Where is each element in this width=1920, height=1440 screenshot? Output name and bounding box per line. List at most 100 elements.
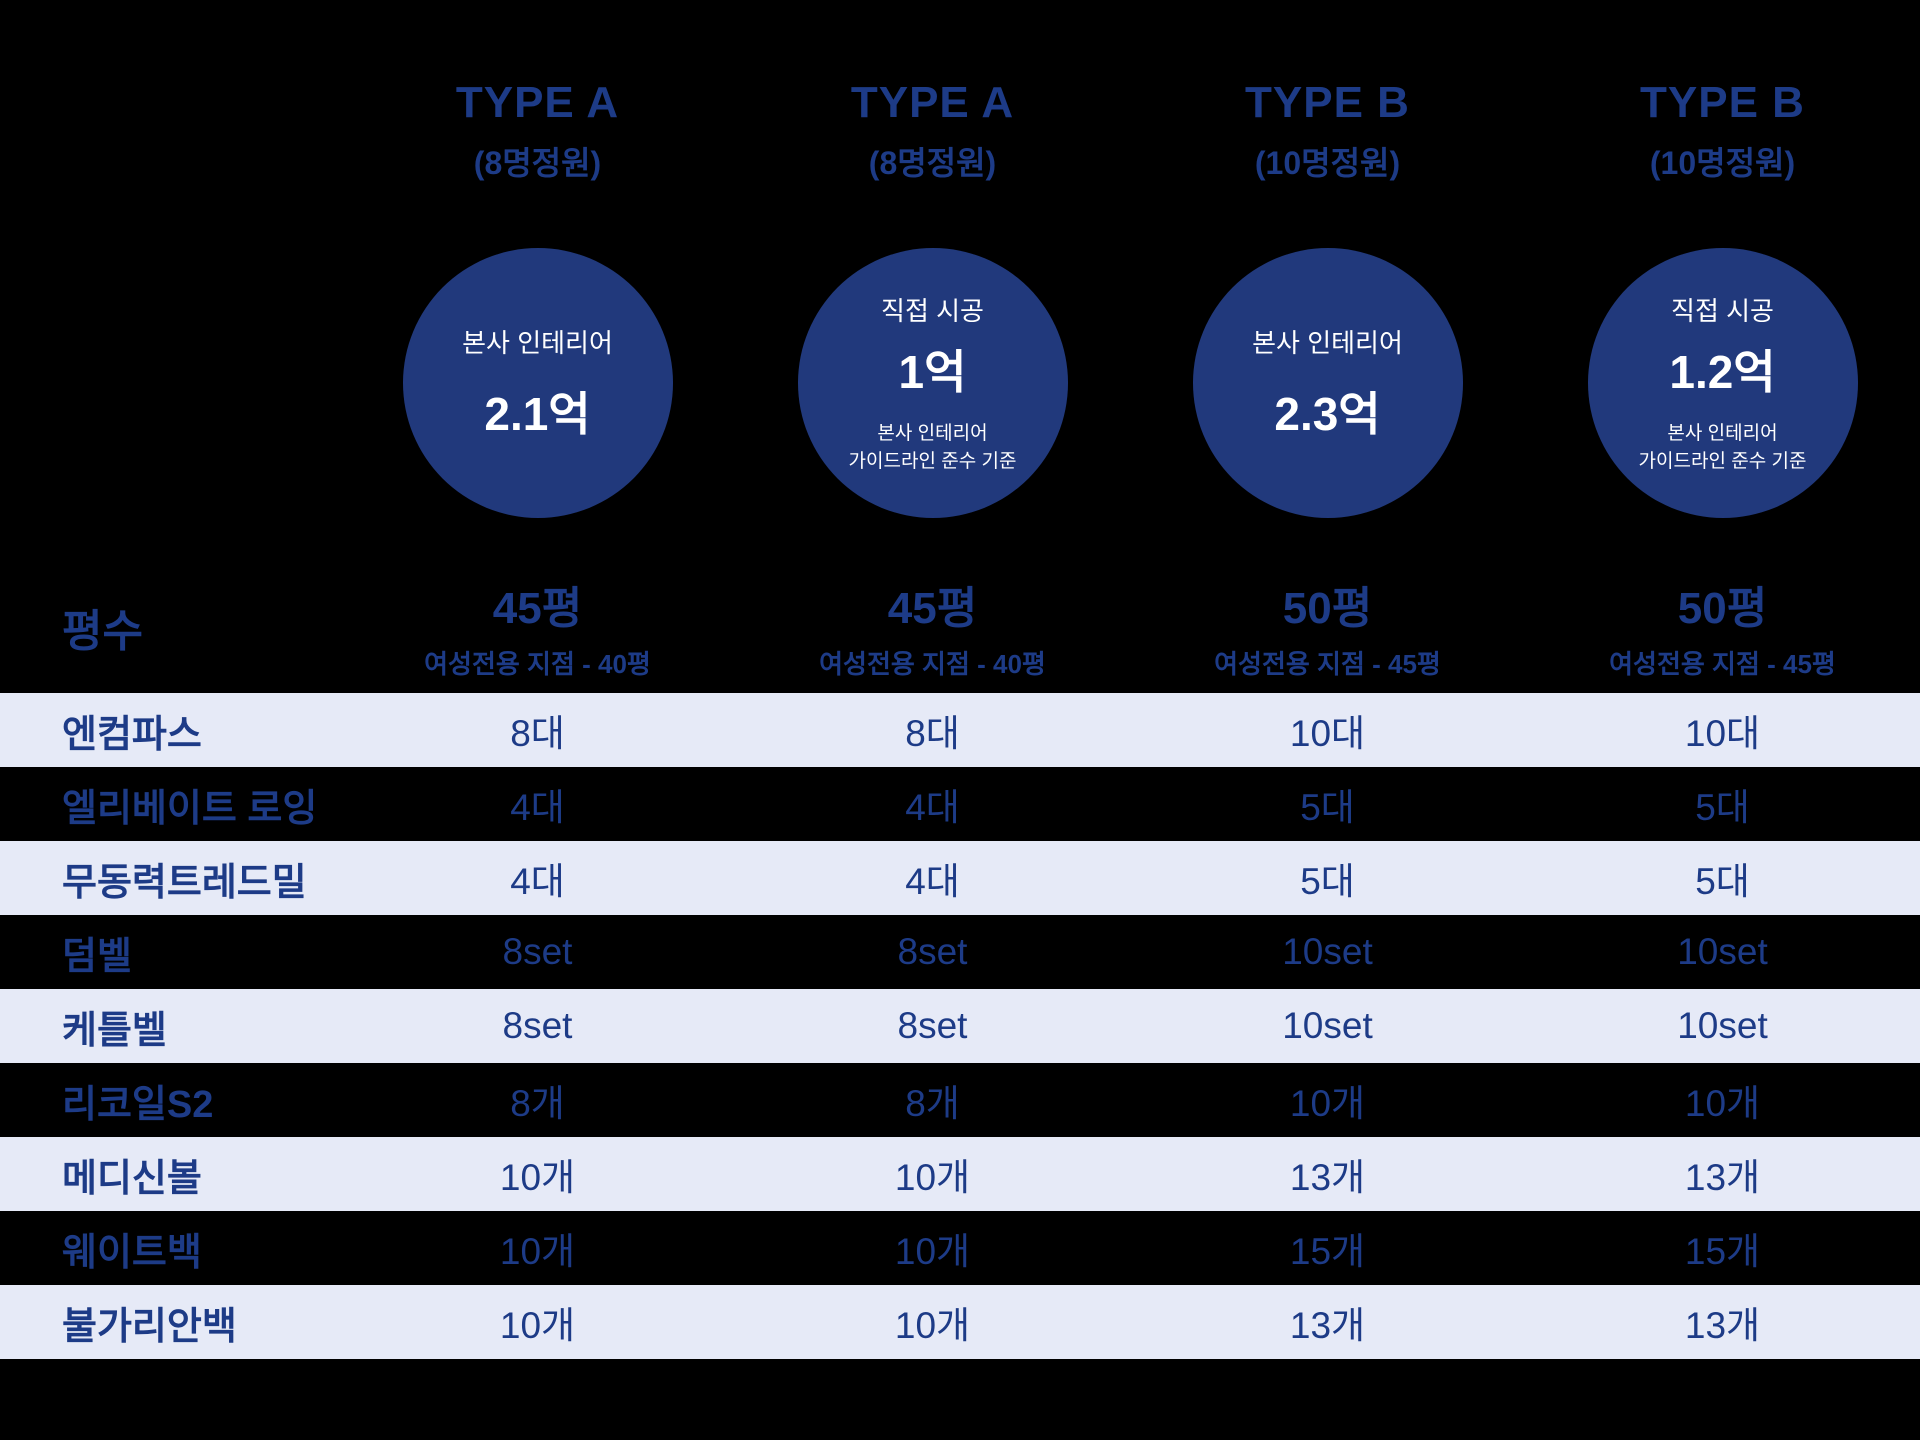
type-label: TYPE B <box>1245 78 1410 127</box>
area-female-note: 여성전용 지점 - 45평 <box>1609 649 1836 679</box>
area-value: 50평 <box>1282 584 1373 633</box>
type-label: TYPE A <box>850 78 1015 127</box>
equipment-value: 13개 <box>1289 1305 1366 1346</box>
equipment-value: 8대 <box>510 713 565 754</box>
equipment-label: 메디신볼 <box>62 1157 202 1200</box>
equipment-label: 엘리베이트 로잉 <box>62 787 318 830</box>
equipment-value: 8개 <box>905 1083 960 1124</box>
type-header: TYPE B (10명정원) <box>1525 78 1920 184</box>
area-value: 45평 <box>492 584 583 633</box>
equipment-value: 15개 <box>1289 1231 1366 1272</box>
type-header-row: TYPE A (8명정원) TYPE A (8명정원) TYPE B (10명정… <box>0 78 1920 184</box>
price-circle-value: 1.2억 <box>1669 345 1776 398</box>
area-row-label: 평수 <box>62 606 143 656</box>
equipment-rows: 엔컴파스 8대 8대 10대 10대 엘리베이트 로잉 4대 4대 5대 5대 무동력트레드… <box>0 693 1920 1359</box>
equipment-value: 13개 <box>1289 1157 1366 1198</box>
equipment-value: 10대 <box>1684 713 1761 754</box>
equipment-value: 8set <box>502 931 573 972</box>
price-circle: 직접 시공 1억 본사 인테리어 가이드라인 준수 기준 <box>797 248 1068 518</box>
table-row: 리코일S2 8개 8개 10개 10개 <box>0 1063 1920 1137</box>
price-circle-value: 1억 <box>898 345 967 398</box>
type-header: TYPE A (8명정원) <box>735 78 1130 184</box>
price-circle-title: 본사 인테리어 <box>462 327 613 358</box>
area-female-note: 여성전용 지점 - 40평 <box>424 649 651 679</box>
capacity-label: (10명정원) <box>1254 145 1401 181</box>
equipment-value: 8set <box>897 1005 968 1046</box>
capacity-label: (8명정원) <box>473 145 602 181</box>
price-circle: 직접 시공 1.2억 본사 인테리어 가이드라인 준수 기준 <box>1587 248 1858 518</box>
equipment-value: 10set <box>1282 1005 1373 1046</box>
equipment-value: 8대 <box>905 713 960 754</box>
equipment-value: 8개 <box>510 1083 565 1124</box>
equipment-value: 5대 <box>1695 861 1750 902</box>
price-circle-cell: 본사 인테리어 2.1억 <box>340 248 735 518</box>
equipment-value: 10개 <box>499 1305 576 1346</box>
price-circle: 본사 인테리어 2.1억 <box>402 248 673 518</box>
equipment-label: 케틀벨 <box>62 1009 167 1052</box>
table-row: 엘리베이트 로잉 4대 4대 5대 5대 <box>0 767 1920 841</box>
equipment-value: 10대 <box>1289 713 1366 754</box>
area-value: 50평 <box>1677 584 1768 633</box>
equipment-value: 8set <box>897 931 968 972</box>
price-circle-row: 본사 인테리어 2.1억 직접 시공 1억 본사 인테리어 가이드라인 준수 기… <box>0 248 1920 518</box>
equipment-label: 덤벨 <box>62 935 132 978</box>
table-row: 메디신볼 10개 10개 13개 13개 <box>0 1137 1920 1211</box>
capacity-label: (10명정원) <box>1649 145 1796 181</box>
equipment-value: 5대 <box>1300 787 1355 828</box>
equipment-label: 웨이트백 <box>62 1231 202 1274</box>
type-label: TYPE A <box>455 78 620 127</box>
equipment-value: 10set <box>1282 931 1373 972</box>
table-row: 케틀벨 8set 8set 10set 10set <box>0 989 1920 1063</box>
equipment-value: 10set <box>1677 1005 1768 1046</box>
price-circle-value: 2.3억 <box>1274 387 1381 440</box>
equipment-label: 불가리안백 <box>62 1305 237 1348</box>
area-value: 45평 <box>887 584 978 633</box>
equipment-value: 5대 <box>1695 787 1750 828</box>
type-label: TYPE B <box>1640 78 1805 127</box>
capacity-label: (8명정원) <box>868 145 997 181</box>
equipment-value: 10개 <box>894 1305 971 1346</box>
table-row: 엔컴파스 8대 8대 10대 10대 <box>0 693 1920 767</box>
area-cell: 50평 여성전용 지점 - 45평 <box>1130 572 1525 681</box>
equipment-value: 10개 <box>499 1157 576 1198</box>
table-row: 무동력트레드밀 4대 4대 5대 5대 <box>0 841 1920 915</box>
equipment-value: 13개 <box>1684 1305 1761 1346</box>
price-circle: 본사 인테리어 2.3억 <box>1192 248 1463 518</box>
equipment-value: 10개 <box>894 1157 971 1198</box>
equipment-value: 8set <box>502 1005 573 1046</box>
equipment-value: 13개 <box>1684 1157 1761 1198</box>
equipment-value: 4대 <box>905 787 960 828</box>
equipment-value: 4대 <box>510 861 565 902</box>
type-header: TYPE A (8명정원) <box>340 78 735 184</box>
equipment-value: 10개 <box>1684 1083 1761 1124</box>
price-circle-title: 본사 인테리어 <box>1252 327 1403 358</box>
equipment-value: 4대 <box>905 861 960 902</box>
area-cell: 45평 여성전용 지점 - 40평 <box>735 572 1130 681</box>
area-row: 평수 45평 여성전용 지점 - 40평 45평 여성전용 지점 - 40평 5… <box>0 572 1920 681</box>
equipment-label: 엔컴파스 <box>62 713 202 756</box>
type-header: TYPE B (10명정원) <box>1130 78 1525 184</box>
area-cell: 50평 여성전용 지점 - 45평 <box>1525 572 1920 681</box>
equipment-value: 10set <box>1677 931 1768 972</box>
price-circle-note: 본사 인테리어 가이드라인 준수 기준 <box>1638 422 1807 472</box>
price-circle-title: 직접 시공 <box>881 295 984 326</box>
price-circle-cell: 직접 시공 1.2억 본사 인테리어 가이드라인 준수 기준 <box>1525 248 1920 518</box>
area-cell: 45평 여성전용 지점 - 40평 <box>340 572 735 681</box>
table-row: 웨이트백 10개 10개 15개 15개 <box>0 1211 1920 1285</box>
price-circle-cell: 본사 인테리어 2.3억 <box>1130 248 1525 518</box>
equipment-value: 10개 <box>894 1231 971 1272</box>
equipment-value: 10개 <box>499 1231 576 1272</box>
price-circle-cell: 직접 시공 1억 본사 인테리어 가이드라인 준수 기준 <box>735 248 1130 518</box>
equipment-value: 5대 <box>1300 861 1355 902</box>
price-circle-title: 직접 시공 <box>1671 295 1774 326</box>
equipment-value: 10개 <box>1289 1083 1366 1124</box>
equipment-value: 15개 <box>1684 1231 1761 1272</box>
price-circle-note: 본사 인테리어 가이드라인 준수 기준 <box>848 422 1017 472</box>
price-circle-value: 2.1억 <box>484 387 591 440</box>
equipment-label: 리코일S2 <box>62 1083 214 1126</box>
table-row: 불가리안백 10개 10개 13개 13개 <box>0 1285 1920 1359</box>
table-row: 덤벨 8set 8set 10set 10set <box>0 915 1920 989</box>
equipment-label: 무동력트레드밀 <box>62 861 307 904</box>
area-female-note: 여성전용 지점 - 45평 <box>1214 649 1441 679</box>
